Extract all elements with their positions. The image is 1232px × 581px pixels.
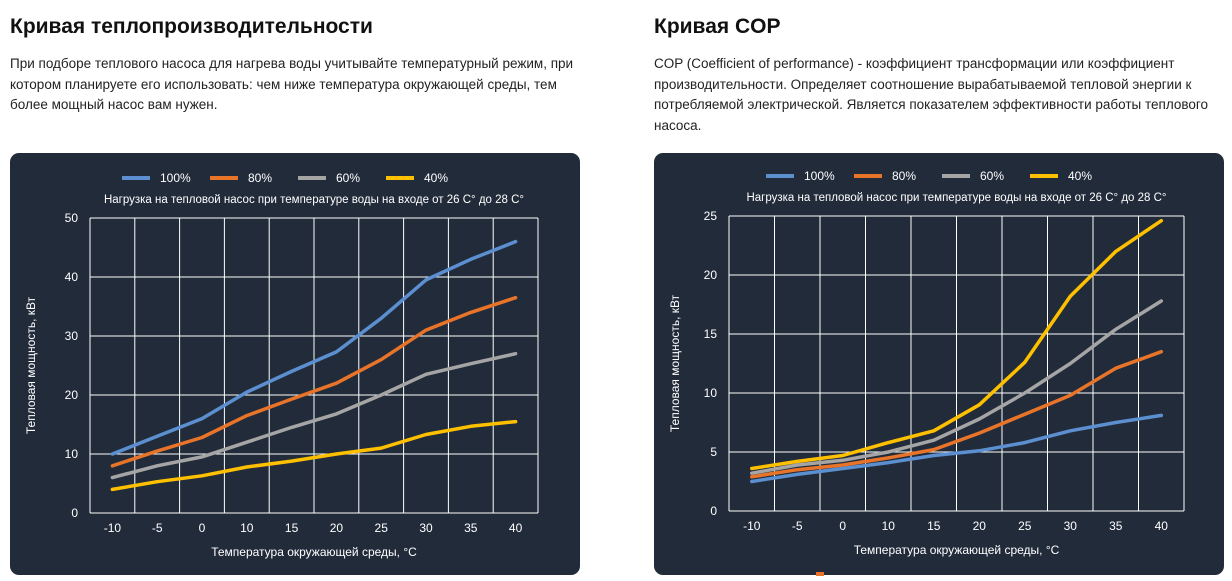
series-line-40pct (750, 218, 1164, 471)
x-tick-label: 30 (1064, 519, 1078, 533)
y-tick-label: 15 (704, 327, 718, 341)
x-tick-label: -5 (152, 521, 163, 535)
heat-output-chart: 0 10 20 30 40 50 -10 -5 0 10 15 20 25 30 35 40 Температу… (24, 171, 539, 559)
cop-chart: 0 5 10 15 20 25 -10 -5 0 10 15 20 25 30 35 40 Температур… (668, 169, 1185, 557)
x-tick-label: 15 (285, 521, 299, 535)
x-tick-label: 15 (927, 519, 941, 533)
series-line-100pct (750, 413, 1164, 484)
y-tick-label: 10 (65, 447, 79, 461)
section-description: При подборе теплового насоса для нагрева… (10, 56, 574, 112)
x-axis-label: Температура окружающей среды, °С (211, 545, 417, 559)
section-title: Кривая теплопроизводительности (10, 15, 373, 38)
x-tick-label: 20 (330, 521, 344, 535)
section-description: COP (Coefficient of performance) - коэфф… (654, 56, 1209, 133)
legend-label-60pct: 60% (336, 171, 360, 185)
heat-output-section: Кривая теплопроизводительности При подбо… (10, 0, 590, 116)
legend-label-80pct: 80% (892, 169, 916, 183)
legend-label-80pct: 80% (248, 171, 272, 185)
legend-label-100pct: 100% (160, 171, 191, 185)
x-tick-label: -10 (104, 521, 122, 535)
section-title: Кривая COP (654, 15, 781, 38)
heat-output-chart-card: 0 10 20 30 40 50 -10 -5 0 10 15 20 25 30 35 40 Температу… (10, 153, 580, 575)
x-tick-label: 40 (509, 521, 523, 535)
y-tick-label: 25 (704, 209, 718, 223)
series-line-80pct (750, 349, 1164, 479)
y-axis-label: Тепловая мощность, кВт (668, 294, 682, 432)
x-tick-label: 20 (973, 519, 987, 533)
legend-label-40pct: 40% (1068, 169, 1092, 183)
y-tick-label: 20 (65, 388, 79, 402)
series-line-100pct (110, 239, 518, 456)
x-tick-label: 10 (882, 519, 896, 533)
x-tick-label: 35 (464, 521, 478, 535)
x-axis-label: Температура окружающей среды, °С (854, 543, 1060, 557)
x-tick-label: 0 (839, 519, 846, 533)
decorative-mark (816, 572, 824, 576)
x-tick-label: -10 (743, 519, 761, 533)
series-line-80pct (110, 295, 518, 468)
y-tick-label: 5 (710, 445, 717, 459)
chart-title: Нагрузка на тепловой насос при температу… (104, 194, 524, 206)
x-tick-label: 10 (240, 521, 254, 535)
y-tick-label: 40 (65, 270, 79, 284)
y-axis-label: Тепловая мощность, кВт (24, 296, 38, 434)
legend-label-60pct: 60% (980, 169, 1004, 183)
x-tick-label: 25 (375, 521, 389, 535)
legend-label-40pct: 40% (424, 171, 448, 185)
y-tick-label: 50 (65, 211, 79, 225)
x-tick-label: 40 (1155, 519, 1169, 533)
y-tick-label: 30 (65, 329, 79, 343)
legend-label-100pct: 100% (804, 169, 835, 183)
x-tick-label: -5 (792, 519, 803, 533)
x-tick-label: 25 (1018, 519, 1032, 533)
y-tick-label: 0 (710, 504, 717, 518)
series-line-60pct (750, 299, 1164, 475)
x-tick-label: 35 (1109, 519, 1123, 533)
x-tick-label: 30 (419, 521, 433, 535)
x-tick-label: 0 (199, 521, 206, 535)
chart-title: Нагрузка на тепловой насос при температу… (746, 192, 1166, 204)
cop-section: Кривая COP COP (Coefficient of performan… (654, 0, 1224, 136)
y-tick-label: 0 (71, 506, 78, 520)
series-line-60pct (110, 351, 518, 480)
y-tick-label: 10 (704, 386, 718, 400)
cop-chart-card: 0 5 10 15 20 25 -10 -5 0 10 15 20 25 30 35 40 Температур… (654, 153, 1224, 575)
y-tick-label: 20 (704, 268, 718, 282)
series-line-40pct (110, 419, 518, 492)
